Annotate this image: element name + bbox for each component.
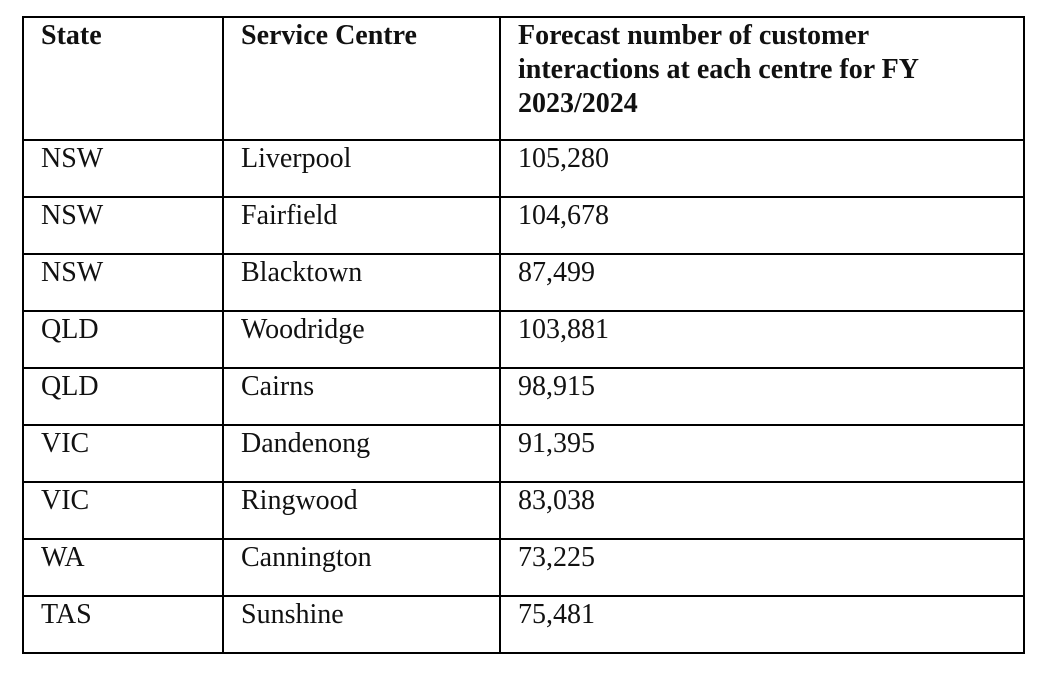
- table-body: NSW Liverpool 105,280 NSW Fairfield 104,678 NS…: [22, 139, 1025, 654]
- header-cell: Forecast number of customer interactions…: [499, 16, 1025, 141]
- table-row: QLD Cairns 98,915: [22, 367, 1025, 426]
- table-cell: Cairns: [222, 367, 501, 426]
- table-cell: NSW: [22, 196, 224, 255]
- header-cell: Service Centre: [222, 16, 501, 141]
- table-cell: 98,915: [499, 367, 1025, 426]
- table-cell: 75,481: [499, 595, 1025, 654]
- table-cell: 105,280: [499, 139, 1025, 198]
- table-cell: WA: [22, 538, 224, 597]
- table-row: TAS Sunshine 75,481: [22, 595, 1025, 654]
- table-cell: Woodridge: [222, 310, 501, 369]
- table-row: VIC Ringwood 83,038: [22, 481, 1025, 540]
- table-cell: Cannington: [222, 538, 501, 597]
- table-cell: 87,499: [499, 253, 1025, 312]
- data-table: State Service Centre Forecast number of cu…: [22, 16, 1025, 654]
- table-cell: 104,678: [499, 196, 1025, 255]
- table-row: QLD Woodridge 103,881: [22, 310, 1025, 369]
- table-cell: Blacktown: [222, 253, 501, 312]
- table-cell: QLD: [22, 367, 224, 426]
- table-cell: Sunshine: [222, 595, 501, 654]
- table-cell: QLD: [22, 310, 224, 369]
- header-row: State Service Centre Forecast number of cu…: [22, 16, 1025, 141]
- table-cell: Ringwood: [222, 481, 501, 540]
- table-cell: 91,395: [499, 424, 1025, 483]
- table-cell: 73,225: [499, 538, 1025, 597]
- table-cell: NSW: [22, 253, 224, 312]
- header-cell: State: [22, 16, 224, 141]
- table-row: NSW Fairfield 104,678: [22, 196, 1025, 255]
- table-cell: VIC: [22, 424, 224, 483]
- table-row: WA Cannington 73,225: [22, 538, 1025, 597]
- table-cell: 83,038: [499, 481, 1025, 540]
- table-row: NSW Liverpool 105,280: [22, 139, 1025, 198]
- table-cell: VIC: [22, 481, 224, 540]
- table-cell: TAS: [22, 595, 224, 654]
- table-row: VIC Dandenong 91,395: [22, 424, 1025, 483]
- table-cell: Liverpool: [222, 139, 501, 198]
- table-row: NSW Blacktown 87,499: [22, 253, 1025, 312]
- table-cell: NSW: [22, 139, 224, 198]
- table-cell: Dandenong: [222, 424, 501, 483]
- table-cell: 103,881: [499, 310, 1025, 369]
- table-cell: Fairfield: [222, 196, 501, 255]
